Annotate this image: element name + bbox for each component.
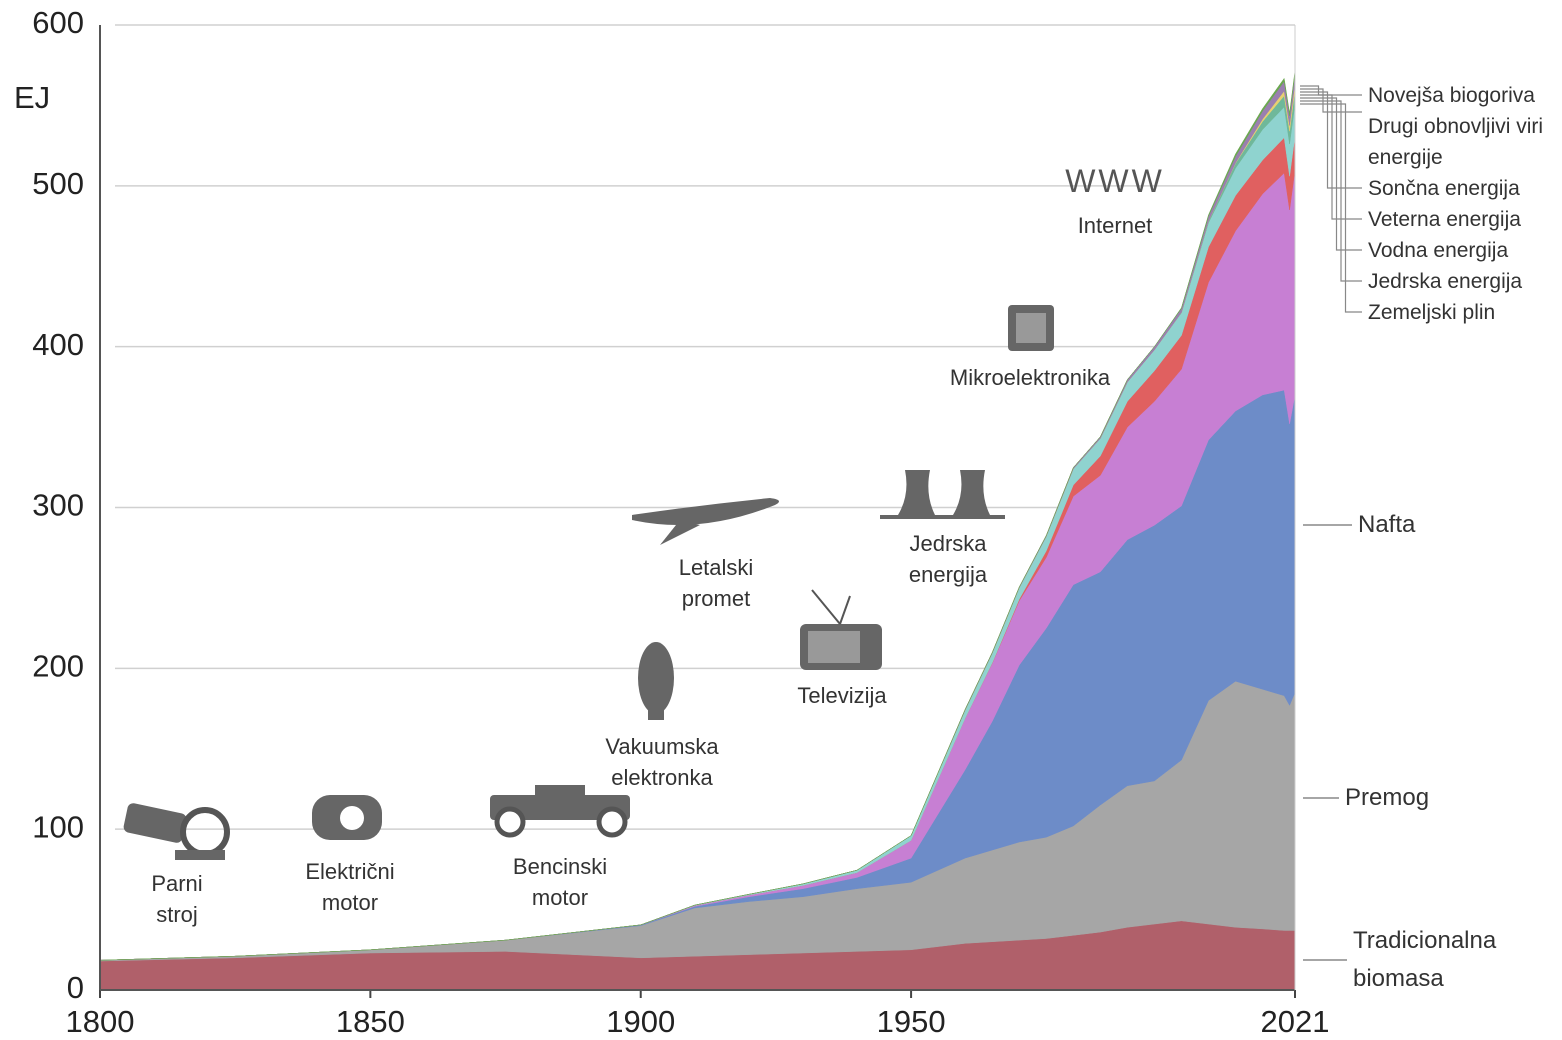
annotation: WWW: [1065, 163, 1165, 199]
icon-nuclear-plant: [880, 470, 1005, 519]
legend-label: Drugi obnovljivi viri energije: [1368, 115, 1544, 169]
legend-label: Zemeljski plin: [1368, 301, 1496, 324]
legend-connector: [1300, 91, 1362, 189]
y-axis-label: EJ: [14, 80, 50, 115]
icon-microchip: [1008, 305, 1054, 351]
y-tick-label: 300: [32, 488, 84, 523]
annotation: Bencinski motor: [512, 854, 608, 910]
grid: [115, 24, 1295, 991]
legend-connectors: [1300, 85, 1362, 961]
legend-connector: [1300, 97, 1362, 251]
icon-vacuum-tube: [638, 642, 674, 720]
annotation: Mikroelektronika: [949, 365, 1111, 390]
y-tick-label: 500: [32, 166, 84, 201]
y-tick-label: 400: [32, 327, 84, 362]
icon-airplane: [632, 498, 779, 545]
icon-steam-engine: [123, 803, 230, 860]
areas: [99, 70, 1296, 991]
legend-label: Premog: [1345, 784, 1430, 811]
legend-connector: [1300, 94, 1362, 220]
annotation: Jedrska energija: [908, 531, 988, 587]
legend-label: Tradicionalna biomasa: [1353, 927, 1497, 992]
x-tick-label: 2021: [1261, 1004, 1330, 1039]
annotation: Televizija: [797, 683, 887, 708]
y-tick-label: 0: [67, 970, 84, 1005]
annotation: Letalski promet: [678, 555, 754, 611]
annotation: Internet: [1077, 213, 1153, 238]
y-tick-label: 200: [32, 649, 84, 684]
x-tick-label: 1950: [877, 1004, 946, 1039]
y-tick-label: 100: [32, 809, 84, 844]
legend-label: Jedrska energija: [1368, 270, 1523, 293]
legend-label: Vodna energija: [1368, 239, 1509, 262]
legend-connector: [1300, 88, 1362, 113]
legend-label: Novejša biogoriva: [1368, 84, 1535, 107]
x-tick-label: 1900: [606, 1004, 675, 1039]
axes: 0 100 200 300 400 500 600 1800 1850 1900 1950 2021: [32, 5, 1329, 1039]
legend-connector: [1300, 85, 1362, 96]
y-tick-label: 600: [32, 5, 84, 40]
icon-tv: [800, 589, 882, 670]
legend-label: Sončna energija: [1368, 177, 1520, 200]
icon-car: [490, 785, 630, 838]
icon-electric-motor: [312, 795, 382, 840]
legend-connector: [1300, 100, 1362, 282]
x-tick-label: 1850: [336, 1004, 405, 1039]
legend-label: Veterna energija: [1368, 208, 1521, 231]
x-tick-label: 1800: [66, 1004, 135, 1039]
annotation: Električni motor: [305, 859, 395, 915]
annotation: Vakuumska elektronka: [605, 734, 719, 790]
legend-label: Nafta: [1358, 511, 1416, 538]
annotation: Parni stroj: [151, 871, 203, 927]
